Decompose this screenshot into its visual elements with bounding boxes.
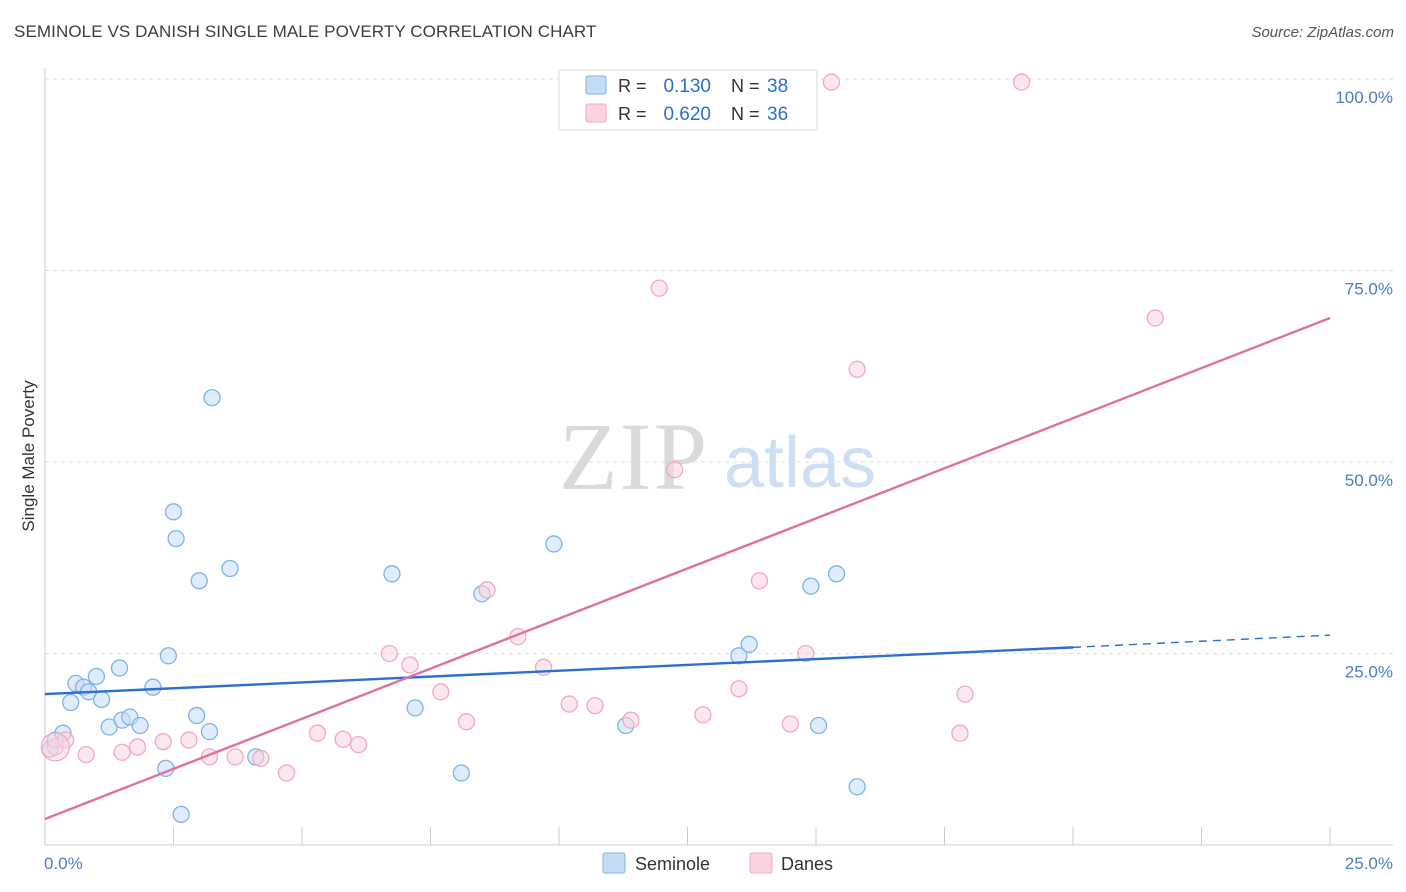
seminole-point-37	[848, 778, 866, 796]
danes-point-12	[334, 730, 352, 748]
seminole-point-16	[159, 647, 178, 665]
danes-point-31	[822, 73, 841, 91]
danes-point-30	[797, 644, 815, 663]
danes-point-17	[457, 713, 476, 731]
danes-point-16	[432, 683, 450, 701]
danes-point-15	[401, 656, 419, 674]
legend-swatch-danes	[585, 103, 607, 123]
seminole-point-33	[740, 635, 758, 653]
danes-point-35	[1012, 73, 1031, 91]
danes-point-13	[349, 736, 368, 754]
danes-point-36	[1146, 309, 1164, 327]
seminole-point-28	[452, 764, 470, 782]
legend-n-label-seminole: N =	[731, 76, 760, 96]
danes-point-26	[694, 706, 712, 724]
legend-n-value-seminole: 38	[767, 76, 788, 97]
legend-r-label-danes: R =	[618, 104, 647, 124]
danes-trend-line	[44, 316, 1331, 821]
danes-point-25	[666, 461, 684, 479]
seminole-point-8	[92, 690, 111, 709]
legend-bottom-label-danes: Danes	[781, 854, 833, 874]
seminole-point-36	[827, 565, 846, 583]
seminole-point-7	[87, 667, 106, 686]
grid-lines	[45, 78, 1393, 654]
axes	[44, 68, 1393, 846]
seminole-point-34	[802, 577, 820, 595]
danes-point-cluster	[40, 732, 70, 762]
seminole-point-18	[167, 529, 185, 548]
legend-bottom-swatch-danes	[749, 852, 773, 874]
legend-swatch-seminole	[585, 75, 607, 95]
data-points	[40, 73, 1164, 824]
danes-point-18	[478, 581, 496, 599]
seminole-trend-extension	[1072, 634, 1331, 649]
trend-lines	[44, 316, 1331, 821]
danes-point-10	[277, 764, 296, 782]
watermark: ZIP atlas	[559, 403, 876, 510]
watermark-atlas: atlas	[724, 423, 876, 503]
danes-point-27	[730, 680, 748, 698]
seminole-point-21	[190, 572, 208, 590]
danes-point-28	[750, 572, 769, 590]
legend-n-label-danes: N =	[731, 104, 760, 124]
seminole-point-30	[545, 535, 563, 553]
x-tick-label-max: 25.0%	[1345, 854, 1393, 873]
legend-bottom-label-seminole: Seminole	[635, 854, 710, 874]
seminole-point-32	[730, 647, 748, 665]
legend-r-value-seminole: 0.130	[663, 76, 711, 97]
legend-r-value-danes: 0.620	[663, 104, 711, 125]
seminole-trend-line	[44, 646, 1074, 696]
danes-point-2	[77, 745, 95, 764]
seminole-point-3	[62, 693, 80, 712]
y-tick-label-3: 100.0%	[1335, 88, 1393, 107]
danes-point-24	[650, 279, 668, 297]
danes-point-4	[128, 738, 147, 756]
y-tick-label-0: 25.0%	[1345, 663, 1393, 682]
danes-point-21	[560, 695, 578, 713]
danes-point-5	[154, 732, 172, 751]
legend-n-value-danes: 36	[767, 104, 788, 125]
danes-point-11	[308, 724, 327, 742]
seminole-point-35	[809, 716, 828, 735]
danes-point-34	[956, 685, 974, 703]
seminole-point-26	[383, 565, 401, 583]
y-tick-label-2: 75.0%	[1345, 280, 1393, 299]
source-credit: Source: ZipAtlas.com	[1251, 24, 1394, 41]
legend-bottom-swatch-seminole	[602, 852, 626, 874]
danes-point-14	[380, 644, 399, 663]
seminole-point-10	[110, 659, 129, 677]
seminole-point-17	[164, 503, 183, 521]
legend-bottom: Seminole Danes	[602, 852, 833, 874]
watermark-zip: ZIP	[559, 403, 709, 510]
y-axis-label: Single Male Poverty	[19, 380, 38, 532]
chart-title: SEMINOLE VS DANISH SINGLE MALE POVERTY C…	[14, 22, 597, 41]
danes-point-3	[113, 743, 131, 761]
seminole-point-13	[131, 716, 149, 735]
seminole-point-23	[203, 389, 221, 407]
y-tick-labels: 25.0% 50.0% 75.0% 100.0%	[1335, 88, 1393, 682]
danes-point-33	[951, 724, 969, 742]
seminole-point-22	[200, 722, 219, 741]
y-tick-label-1: 50.0%	[1345, 471, 1393, 490]
danes-point-22	[586, 696, 604, 715]
danes-point-23	[622, 711, 640, 729]
danes-point-29	[781, 715, 799, 733]
seminole-point-27	[406, 699, 424, 717]
x-tick-label-min: 0.0%	[44, 854, 83, 873]
danes-point-8	[226, 748, 244, 766]
seminole-point-14	[144, 678, 162, 696]
danes-point-32	[848, 360, 866, 378]
legend-r-label-seminole: R =	[618, 76, 647, 96]
danes-point-9	[252, 749, 270, 768]
seminole-point-20	[187, 706, 206, 725]
seminole-point-24	[221, 559, 239, 578]
danes-point-6	[180, 731, 198, 749]
seminole-point-19	[172, 805, 190, 824]
legend-top: R = 0.130 N = 38 R = 0.620 N = 36	[558, 69, 818, 131]
